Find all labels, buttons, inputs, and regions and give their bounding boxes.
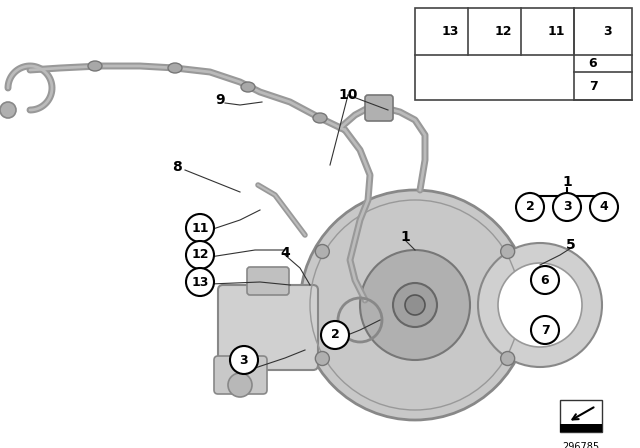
- Text: 2: 2: [525, 201, 534, 214]
- Text: 296785: 296785: [563, 442, 600, 448]
- Text: 3: 3: [563, 201, 572, 214]
- Circle shape: [590, 193, 618, 221]
- Circle shape: [500, 245, 515, 258]
- FancyBboxPatch shape: [218, 285, 318, 370]
- Bar: [415, 8, 632, 100]
- Ellipse shape: [241, 82, 255, 92]
- Text: 11: 11: [547, 25, 565, 38]
- Text: 10: 10: [339, 88, 358, 102]
- Text: 7: 7: [541, 323, 549, 336]
- Text: 7: 7: [589, 79, 597, 92]
- Circle shape: [393, 283, 437, 327]
- Circle shape: [553, 193, 581, 221]
- FancyBboxPatch shape: [365, 95, 393, 121]
- Ellipse shape: [88, 61, 102, 71]
- Circle shape: [0, 102, 16, 118]
- Text: 3: 3: [603, 25, 612, 38]
- Circle shape: [360, 250, 470, 360]
- Circle shape: [531, 316, 559, 344]
- Text: 6: 6: [541, 273, 549, 287]
- Text: 8: 8: [172, 160, 182, 174]
- FancyBboxPatch shape: [247, 267, 289, 295]
- Circle shape: [186, 268, 214, 296]
- Text: 6: 6: [589, 57, 597, 70]
- Bar: [560, 400, 602, 432]
- Ellipse shape: [168, 63, 182, 73]
- Circle shape: [316, 352, 330, 366]
- Text: 3: 3: [240, 353, 248, 366]
- Text: 11: 11: [191, 221, 209, 234]
- Text: 1: 1: [562, 175, 572, 189]
- Text: 1: 1: [400, 230, 410, 244]
- Text: 5: 5: [566, 238, 576, 252]
- Text: 9: 9: [215, 93, 225, 107]
- Circle shape: [300, 190, 530, 420]
- Text: 13: 13: [191, 276, 209, 289]
- Circle shape: [405, 295, 425, 315]
- Text: 12: 12: [495, 25, 512, 38]
- Text: 13: 13: [442, 25, 459, 38]
- Circle shape: [228, 373, 252, 397]
- Circle shape: [500, 352, 515, 366]
- Circle shape: [316, 245, 330, 258]
- Circle shape: [186, 214, 214, 242]
- Circle shape: [478, 243, 602, 367]
- Circle shape: [230, 346, 258, 374]
- Text: 4: 4: [280, 246, 290, 260]
- Bar: [560, 424, 602, 432]
- Circle shape: [516, 193, 544, 221]
- Ellipse shape: [313, 113, 327, 123]
- Circle shape: [321, 321, 349, 349]
- Circle shape: [186, 241, 214, 269]
- Circle shape: [498, 263, 582, 347]
- Text: 12: 12: [191, 249, 209, 262]
- Text: 2: 2: [331, 328, 339, 341]
- Circle shape: [531, 266, 559, 294]
- FancyBboxPatch shape: [214, 356, 267, 394]
- Text: 4: 4: [600, 201, 609, 214]
